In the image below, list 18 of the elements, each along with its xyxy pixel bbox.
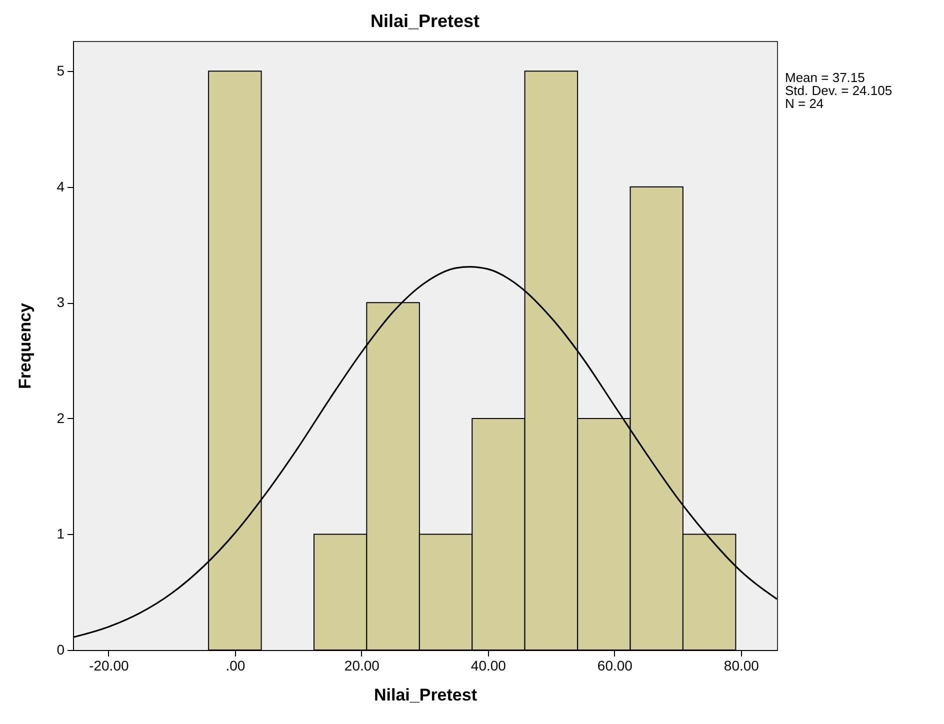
text: N = 24	[785, 96, 824, 111]
y-tick-label: 3	[56, 294, 65, 310]
y-tick-label: 1	[56, 526, 65, 542]
text: Std. Dev. = 24.105	[785, 83, 892, 98]
x-tick-label: 20.00	[344, 658, 380, 674]
x-tick-label: 40.00	[470, 658, 506, 674]
y-tick-label: 5	[56, 62, 65, 79]
x-axis-title: Nilai_Pretest	[374, 686, 478, 704]
y-tick-label: 0	[56, 642, 65, 658]
x-tick-label: 60.00	[597, 658, 633, 674]
x-tick-label: -20.00	[89, 658, 129, 674]
x-tick-label: 80.00	[724, 658, 760, 674]
chart-title: Nilai_Pretest	[370, 11, 480, 31]
text: Mean = 37.15	[785, 70, 865, 85]
x-tick-label: .00	[226, 658, 246, 674]
y-axis-title: Frequency	[16, 302, 35, 389]
y-tick-label: 2	[56, 410, 65, 426]
y-tick-label: 4	[56, 178, 65, 194]
